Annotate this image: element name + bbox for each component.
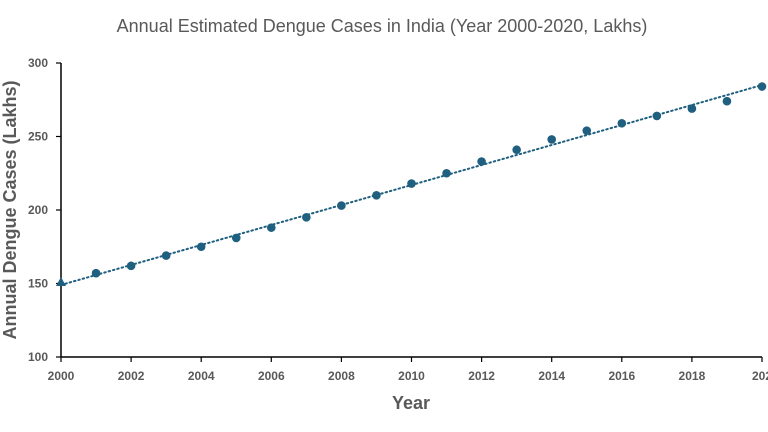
data-point [687,104,697,113]
data-point [267,223,276,232]
x-axis-title: Year [392,393,430,413]
data-point [547,135,556,144]
x-tick-label: 2002 [118,369,145,383]
data-point [512,145,521,155]
y-axis-title: Annual Dengue Cases (Lakhs) [0,80,20,339]
chart-title: Annual Estimated Dengue Cases in India (… [117,16,648,36]
data-point [337,201,346,210]
data-point [302,213,311,222]
y-tick-label: 300 [28,56,48,70]
x-tick-label: 2000 [48,369,75,383]
x-tick-label: 2012 [468,369,495,383]
data-point [91,268,101,278]
y-tick-label: 150 [28,277,48,291]
data-point [617,118,627,128]
data-point [652,111,662,121]
data-point [442,168,451,178]
x-tick-label: 2006 [258,369,285,383]
data-point [477,157,486,166]
data-point [231,233,241,243]
x-tick-label: 2018 [679,369,706,383]
x-tick-label: 2010 [398,369,425,383]
data-point [56,277,66,287]
x-tick-label: 2016 [608,369,635,383]
x-tick-label: 202 [752,369,768,383]
y-tick-label: 200 [28,203,48,217]
data-point [196,242,206,252]
data-point [126,261,136,271]
plot-area: 100 150 200 250 300 2000 2002 2004 2006 2008 2010 2… [28,56,768,383]
x-tick-label: 2004 [188,369,215,383]
data-point [161,251,171,260]
data-point [757,82,767,91]
data-point [582,126,592,135]
y-tick-label: 100 [28,350,48,364]
y-tick-label: 250 [28,130,48,144]
x-tick-label: 2008 [328,369,355,383]
data-point [722,96,732,106]
x-tick-label: 2014 [538,369,565,383]
data-point [372,191,381,200]
data-point [407,179,416,188]
